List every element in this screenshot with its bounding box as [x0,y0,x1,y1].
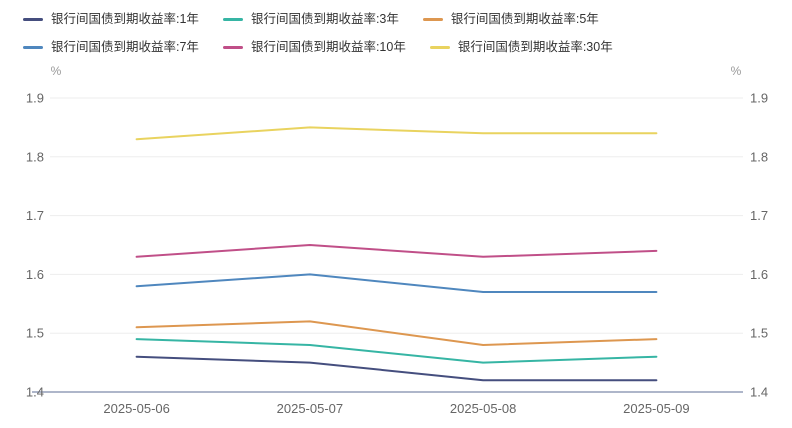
chart-legend: 银行间国债到期收益率:1年 银行间国债到期收益率:3年 银行间国债到期收益率:5年银… [23,10,782,66]
legend-row: 银行间国债到期收益率:7年 银行间国债到期收益率:10年 银行间国债到期收益率:30… [23,38,782,56]
legend-line-icon [222,17,243,21]
legend-line-icon [23,45,43,49]
legend-line-icon [222,45,243,49]
y-axis-tick-label-right: 1.8 [750,149,768,164]
series-line-4[interactable] [135,244,658,258]
series-line-5[interactable] [135,126,658,141]
y-axis-tick-label-right: 1.5 [750,326,768,341]
legend-line-icon [429,45,450,49]
x-axis-date-label: 2025-05-06 [103,401,170,416]
legend-item-5[interactable]: 银行间国债到期收益率:30年 [429,38,613,56]
y-axis-tick-label-left: 1.6 [26,267,44,282]
legend-item-label: 银行间国债到期收益率:7年 [51,40,199,54]
legend-row: 银行间国债到期收益率:1年 银行间国债到期收益率:3年 银行间国债到期收益率:5年 [23,10,782,28]
legend-line-icon [23,17,43,21]
x-axis-date-label: 2025-05-09 [623,401,690,416]
series-line-2[interactable] [135,320,658,346]
legend-item-2[interactable]: 银行间国债到期收益率:5年 [422,10,599,28]
y-axis-tick-label-right: 1.9 [750,91,768,106]
series-line-0[interactable] [135,355,658,382]
legend-item-3[interactable]: 银行间国债到期收益率:7年 [23,38,199,56]
series-line-3[interactable] [135,273,658,293]
y-axis-tick-label-right: 1.6 [750,267,768,282]
legend-line-icon [422,17,443,21]
y-axis-tick-label-right: 1.4 [750,385,768,400]
series-line-1[interactable] [135,338,658,364]
y-axis-tick-label-left: 1.7 [26,208,44,223]
legend-item-label: 银行间国债到期收益率:10年 [250,40,406,54]
x-axis-date-label: 2025-05-07 [277,401,344,416]
y-axis-tick-label-right: 1.7 [750,208,768,223]
y-axis-tick-label-left: 1.9 [26,91,44,106]
legend-item-label: 银行间国债到期收益率:1年 [51,12,199,26]
y-axis-tick-label-left: 1.5 [26,326,44,341]
y-axis-tick-label-left: 1.8 [26,149,44,164]
legend-item-4[interactable]: 银行间国债到期收益率:10年 [222,38,406,56]
y-axis-unit-left: % [51,64,62,78]
y-axis-unit-right: % [731,64,742,78]
legend-item-label: 银行间国债到期收益率:5年 [450,12,599,26]
y-axis-tick-label-left: 1.4 [26,385,44,400]
legend-item-label: 银行间国债到期收益率:3年 [250,12,399,26]
legend-item-label: 银行间国债到期收益率:30年 [457,40,613,54]
legend-item-1[interactable]: 银行间国债到期收益率:3年 [222,10,399,28]
x-axis-date-label: 2025-05-08 [450,401,517,416]
legend-item-0[interactable]: 银行间国债到期收益率:1年 [23,10,199,28]
